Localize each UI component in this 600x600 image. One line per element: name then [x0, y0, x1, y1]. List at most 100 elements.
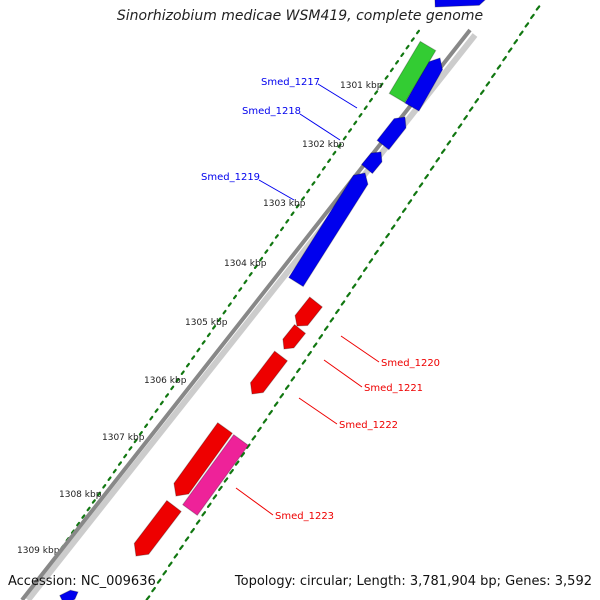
tick-mark: [107, 476, 112, 481]
tick-mark: [257, 426, 262, 433]
tick-mark: [262, 418, 268, 424]
gene-leader-line: [235, 487, 274, 516]
tick-mark: [400, 52, 405, 57]
tick-mark: [502, 55, 507, 62]
gene-smed-1218-arrow: [376, 116, 407, 151]
gene-bottom-arrow: [59, 589, 79, 600]
tick-mark: [329, 317, 335, 323]
tick-mark: [358, 113, 363, 118]
tick-mark: [290, 211, 295, 216]
gene-leader-line: [323, 359, 363, 388]
gene-leader-line: [299, 113, 341, 141]
tick-mark: [217, 317, 222, 322]
tick-mark: [201, 511, 207, 517]
tick-mark: [285, 219, 290, 224]
inner-tick-track: [145, 5, 541, 600]
ruler-label: 1302 kbp: [302, 140, 345, 150]
tick-mark: [405, 44, 410, 50]
tick-mark: [227, 302, 232, 307]
tick-mark: [335, 308, 340, 315]
tick-mark: [374, 90, 379, 95]
ruler-label: 1301 kbp: [340, 81, 383, 91]
tick-mark: [337, 143, 342, 148]
tick-mark: [164, 393, 170, 398]
gene-label: Smed_1221: [364, 383, 423, 394]
tick-mark: [513, 39, 519, 45]
gene-smed-1220-arrow: [294, 296, 323, 327]
tick-mark: [273, 401, 279, 407]
tick-mark: [323, 325, 329, 331]
tick-mark: [347, 128, 353, 133]
tick-mark: [190, 527, 195, 534]
tick-mark: [179, 544, 184, 551]
tick-mark: [362, 266, 368, 272]
tick-mark: [435, 157, 441, 163]
gene-smed-1219-arrow: [288, 172, 369, 288]
tick-mark: [407, 199, 413, 205]
gene-label: Smed_1223: [275, 511, 334, 522]
tick-mark: [332, 150, 337, 156]
tick-mark: [284, 384, 290, 390]
tick-mark: [280, 226, 285, 232]
tick-mark: [196, 347, 201, 353]
gene-reverse-block-arrow: [173, 422, 233, 497]
tick-mark: [156, 578, 162, 584]
tick-mark: [446, 140, 452, 146]
gene-label: Smed_1222: [339, 420, 398, 431]
tick-mark: [76, 521, 81, 527]
tick-mark: [491, 72, 496, 79]
tick-mark: [296, 367, 301, 374]
tick-mark: [321, 166, 326, 171]
tick-mark: [167, 561, 173, 567]
ruler-labels: 1301 kbp 1302 kbp 1303 kbp 1304 kbp 1305 kbp…: [17, 81, 383, 556]
tick-mark: [185, 362, 190, 368]
tick-mark: [429, 165, 435, 171]
tick-mark: [232, 294, 238, 300]
tick-mark: [243, 279, 248, 285]
tick-mark: [222, 309, 227, 315]
tick-mark: [396, 216, 402, 222]
ruler-label: 1304 kbp: [224, 259, 267, 269]
tick-mark: [234, 460, 240, 466]
tick-mark: [457, 123, 463, 129]
tick-mark: [300, 196, 306, 201]
tick-mark: [389, 67, 394, 73]
tick-mark: [269, 241, 274, 247]
tick-mark: [162, 570, 168, 576]
gene-smed-1217-arrow: [404, 57, 444, 112]
backbone-shadow: [25, 33, 478, 600]
tick-mark: [245, 443, 251, 449]
tick-mark: [463, 114, 468, 121]
tick-mark: [206, 332, 211, 338]
tick-mark: [248, 272, 253, 277]
tick-mark: [102, 484, 107, 489]
tick-mark: [440, 148, 446, 154]
tick-mark: [290, 376, 296, 382]
tick-mark: [251, 435, 257, 441]
tick-mark: [138, 431, 143, 436]
tick-mark: [206, 502, 212, 508]
tick-mark: [223, 477, 229, 483]
tick-mark: [312, 342, 318, 348]
ruler-label: 1307 kbp: [102, 433, 145, 443]
tick-mark: [413, 190, 418, 197]
tick-mark: [468, 106, 474, 112]
tick-mark: [401, 207, 407, 213]
tick-mark: [496, 64, 502, 70]
tick-mark: [97, 491, 102, 497]
tick-mark: [340, 300, 346, 306]
gene-label: Smed_1219: [201, 172, 260, 183]
tick-mark: [112, 468, 117, 474]
tick-mark: [316, 173, 321, 179]
tick-mark: [295, 203, 300, 209]
tick-mark: [346, 291, 351, 298]
gene-smed-1218b-arrow: [360, 151, 383, 175]
tick-mark: [180, 370, 185, 375]
tick-mark: [518, 30, 524, 36]
tick-mark: [149, 415, 154, 421]
tick-mark: [170, 385, 175, 391]
tick-mark: [195, 519, 201, 525]
gene-smed-1221-arrow: [282, 323, 307, 350]
gene-features: [59, 0, 486, 600]
tick-mark: [530, 13, 535, 20]
